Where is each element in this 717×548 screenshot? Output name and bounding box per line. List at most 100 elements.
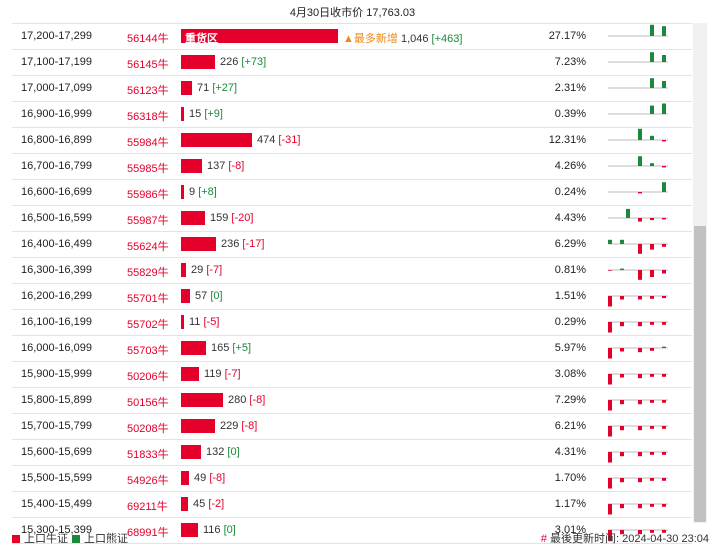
quantity-bar xyxy=(181,81,192,95)
cbbc-code-link[interactable]: 56123牛 xyxy=(127,85,169,97)
quantity-value: 57 xyxy=(195,290,208,302)
quantity-change: [0] xyxy=(223,524,236,536)
quantity-bar-area: 474 [-31] xyxy=(181,133,541,148)
sparkline-bar xyxy=(620,268,624,270)
sparkline-bar xyxy=(620,348,624,352)
table-row[interactable]: 17,200-17,299 56144牛 重货区 ▲最多新增 1,046 [+463]… xyxy=(12,23,692,50)
table-row[interactable]: 16,400-16,499 55624牛 236 [-17] 6.29% xyxy=(12,232,692,258)
trend-sparkline xyxy=(608,268,668,280)
price-range: 15,800-15,899 xyxy=(21,394,92,406)
cbbc-code-link[interactable]: 55624牛 xyxy=(127,241,169,253)
trend-sparkline xyxy=(608,321,668,333)
table-row[interactable]: 15,900-15,999 50206牛 119 [-7] 3.08% xyxy=(12,362,692,388)
sparkline-bar xyxy=(650,135,654,140)
cbbc-code-link[interactable]: 50156牛 xyxy=(127,397,169,409)
cbbc-code-link[interactable]: 50208牛 xyxy=(127,423,169,435)
table-row[interactable]: 15,700-15,799 50208牛 229 [-8] 6.21% xyxy=(12,414,692,440)
cbbc-code-link[interactable]: 55703牛 xyxy=(127,345,169,357)
quantity-bar-area: 159 [-20] xyxy=(181,211,541,226)
sparkline-bar xyxy=(650,348,654,351)
cbbc-code-link[interactable]: 56318牛 xyxy=(127,111,169,123)
trend-sparkline xyxy=(608,52,668,63)
price-range: 16,300-16,399 xyxy=(21,264,92,276)
sparkline-bar xyxy=(638,348,642,353)
cbbc-code-link[interactable]: 55987牛 xyxy=(127,215,169,227)
price-range: 17,000-17,099 xyxy=(21,82,92,94)
trend-sparkline xyxy=(608,346,668,359)
cbbc-code-link[interactable]: 55984牛 xyxy=(127,137,169,149)
sparkline-bar xyxy=(608,452,612,463)
table-row[interactable]: 16,000-16,099 55703牛 165 [+5] 5.97% xyxy=(12,336,692,362)
sparkline-bar xyxy=(662,26,666,36)
cbbc-code-link[interactable]: 51833牛 xyxy=(127,449,169,461)
cbbc-code-link[interactable]: 55701牛 xyxy=(127,293,169,305)
cbbc-code-link[interactable]: 55829牛 xyxy=(127,267,169,279)
sparkline-bar xyxy=(608,239,612,244)
sparkline-bar xyxy=(620,296,624,300)
cbbc-code-link[interactable]: 54926牛 xyxy=(127,475,169,487)
table-row[interactable]: 15,400-15,499 69211牛 45 [-2] 1.17% xyxy=(12,492,692,518)
quantity-bar-area: 236 [-17] xyxy=(181,237,541,252)
quantity-value: 165 xyxy=(211,342,230,354)
quantity-text: 57 [0] xyxy=(195,290,223,302)
sparkline-bar xyxy=(608,296,612,307)
sparkline-bar xyxy=(662,374,666,377)
quantity-text: 15 [+9] xyxy=(189,108,223,120)
table-row[interactable]: 16,500-16,599 55987牛 159 [-20] 4.43% xyxy=(12,206,692,232)
table-row[interactable]: 16,300-16,399 55829牛 29 [-7] 0.81% xyxy=(12,258,692,284)
cbbc-code-link[interactable]: 55702牛 xyxy=(127,319,169,331)
table-row[interactable]: 16,100-16,199 55702牛 11 [-5] 0.29% xyxy=(12,310,692,336)
cbbc-code-link[interactable]: 50206牛 xyxy=(127,371,169,383)
table-row[interactable]: 16,200-16,299 55701牛 57 [0] 1.51% xyxy=(12,284,692,310)
quantity-bar-area: 226 [+73] xyxy=(181,55,541,70)
cbbc-code-link[interactable]: 56144牛 xyxy=(127,33,169,45)
table-row[interactable]: 15,300-15,399 68991牛 116 [0] 3.01% xyxy=(12,518,692,544)
table-row[interactable]: 16,800-16,899 55984牛 474 [-31] 12.31% xyxy=(12,128,692,154)
cbbc-code-link[interactable]: 68991牛 xyxy=(127,527,169,539)
sparkline-bar xyxy=(620,322,624,327)
trend-sparkline xyxy=(608,128,668,142)
quantity-bar xyxy=(181,211,205,225)
sparkline-bar xyxy=(608,426,612,437)
quantity-text: 474 [-31] xyxy=(257,134,300,146)
quantity-change: [-8] xyxy=(249,394,266,406)
sparkline-bar xyxy=(650,530,654,533)
sparkline-bar xyxy=(650,105,654,114)
table-row[interactable]: 15,800-15,899 50156牛 280 [-8] 7.29% xyxy=(12,388,692,414)
table-row[interactable]: 17,000-17,099 56123牛 71 [+27] 2.31% xyxy=(12,76,692,102)
quantity-value: 71 xyxy=(197,82,210,94)
quantity-text: 229 [-8] xyxy=(220,420,257,432)
scrollbar-thumb[interactable] xyxy=(694,226,706,522)
quantity-bar xyxy=(181,419,215,433)
percentage: 5.97% xyxy=(554,342,586,354)
price-range: 16,600-16,699 xyxy=(21,186,92,198)
trend-sparkline xyxy=(608,24,668,37)
cbbc-code-link[interactable]: 55985牛 xyxy=(127,163,169,175)
table-row[interactable]: 17,100-17,199 56145牛 226 [+73] 7.23% xyxy=(12,50,692,76)
quantity-change: [+8] xyxy=(198,186,217,198)
table-row[interactable]: 15,500-15,599 54926牛 49 [-8] 1.70% xyxy=(12,466,692,492)
cbbc-code-link[interactable]: 69211牛 xyxy=(127,501,168,513)
sparkline-bar xyxy=(608,374,612,385)
sparkline-bar xyxy=(608,322,612,333)
legend-bear: 上口熊证 xyxy=(72,530,128,546)
table-row[interactable]: 15,600-15,699 51833牛 132 [0] 4.31% xyxy=(12,440,692,466)
quantity-change: [+5] xyxy=(232,342,252,354)
legend-bull-label: 上口牛证 xyxy=(24,533,68,545)
quantity-text: 132 [0] xyxy=(206,446,240,458)
quantity-value: 474 xyxy=(257,134,276,146)
most-added-flag: ▲最多新增 xyxy=(343,33,398,45)
trend-sparkline xyxy=(608,425,668,437)
table-row[interactable]: 16,600-16,699 55986牛 9 [+8] 0.24% xyxy=(12,180,692,206)
percentage: 1.70% xyxy=(554,472,586,484)
sparkline-bar xyxy=(608,530,612,541)
sparkline-bar xyxy=(638,192,642,194)
quantity-change: [0] xyxy=(210,290,223,302)
cbbc-code-link[interactable]: 56145牛 xyxy=(127,59,169,71)
table-row[interactable]: 16,700-16,799 55985牛 137 [-8] 4.26% xyxy=(12,154,692,180)
closing-price-title: 4月30日收市价 17,763.03 xyxy=(289,7,416,19)
cbbc-code-link[interactable]: 55986牛 xyxy=(127,189,169,201)
footer: 上口牛证 上口熊证 # 最後更新时间: 2024-04-30 23:04 xyxy=(0,527,717,548)
table-row[interactable]: 16,900-16,999 56318牛 15 [+9] 0.39% xyxy=(12,102,692,128)
sparkline-bar xyxy=(638,270,642,280)
